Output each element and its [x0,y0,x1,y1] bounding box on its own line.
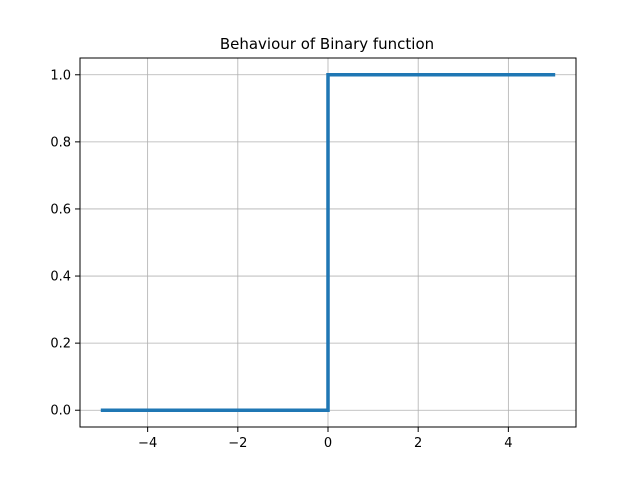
y-tick-label: 0.8 [50,135,71,150]
y-tick-label: 0.4 [50,270,71,285]
x-tick-label: −2 [228,436,247,451]
x-tick-label: −4 [138,436,157,451]
series-line [100,73,556,412]
axis-ticks: −4 −2 0 2 4 0.0 0.2 0.4 0.6 0.8 1.0 [50,68,512,451]
x-tick-label: 2 [414,436,422,451]
x-tick-label: 4 [504,436,512,451]
y-tick-label: 1.0 [50,68,71,83]
series-layer [100,73,556,412]
chart-title: Behaviour of Binary function [220,35,434,53]
y-tick-label: 0.0 [50,404,71,419]
x-tick-label: 0 [324,436,332,451]
y-tick-label: 0.2 [50,337,71,352]
y-tick-label: 0.6 [50,202,71,217]
